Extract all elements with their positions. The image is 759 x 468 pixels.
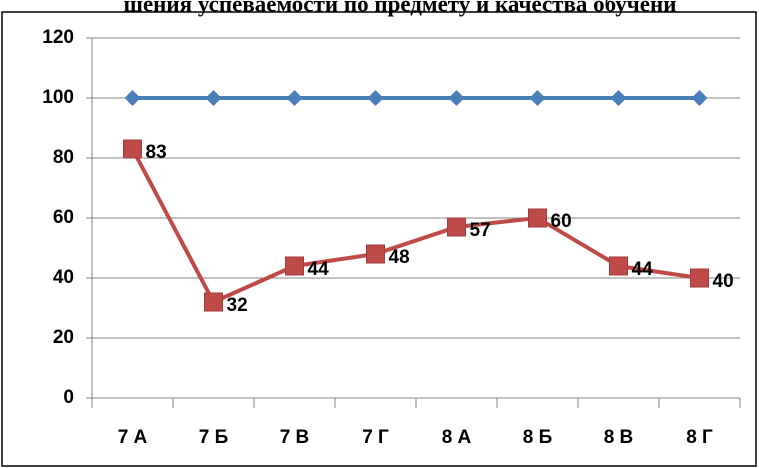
y-tick-label: 0 — [63, 387, 74, 408]
x-tick-label: 7 Б — [199, 427, 229, 448]
data-label: 40 — [713, 271, 734, 292]
chart-border — [1, 11, 757, 467]
data-label: 32 — [227, 295, 248, 316]
marker — [690, 268, 709, 288]
marker — [367, 90, 384, 106]
marker — [286, 90, 303, 106]
data-label: 60 — [551, 211, 572, 232]
marker — [447, 217, 466, 237]
x-tick-label: 8 Г — [686, 427, 713, 448]
marker — [366, 244, 385, 264]
x-tick-label: 7 В — [280, 427, 310, 448]
marker — [609, 256, 628, 276]
marker — [448, 90, 465, 106]
marker — [691, 90, 708, 106]
data-label: 57 — [470, 220, 491, 241]
y-tick-label: 40 — [53, 267, 74, 288]
marker — [528, 208, 547, 228]
marker — [124, 90, 141, 106]
data-label: 48 — [389, 247, 410, 268]
data-label: 44 — [632, 259, 654, 280]
data-label: 83 — [146, 142, 167, 163]
y-tick-label: 100 — [42, 87, 74, 108]
x-tick-label: 8 В — [604, 427, 634, 448]
chart-title: шения успеваемости по предмету и качеств… — [124, 0, 677, 16]
x-tick-label: 7 А — [118, 427, 148, 448]
marker — [529, 90, 546, 106]
y-tick-label: 20 — [53, 327, 74, 348]
data-label: 44 — [308, 259, 330, 280]
y-tick-label: 120 — [42, 27, 74, 48]
y-tick-label: 80 — [53, 147, 74, 168]
marker — [205, 90, 222, 106]
marker — [204, 292, 223, 312]
y-tick-label: 60 — [53, 207, 74, 228]
marker — [610, 90, 627, 106]
series-line — [130, 148, 700, 305]
x-tick-label: 7 Г — [362, 427, 389, 448]
x-tick-label: 8 А — [442, 427, 472, 448]
marker — [123, 139, 142, 159]
x-tick-label: 8 Б — [523, 427, 553, 448]
marker — [285, 256, 304, 276]
